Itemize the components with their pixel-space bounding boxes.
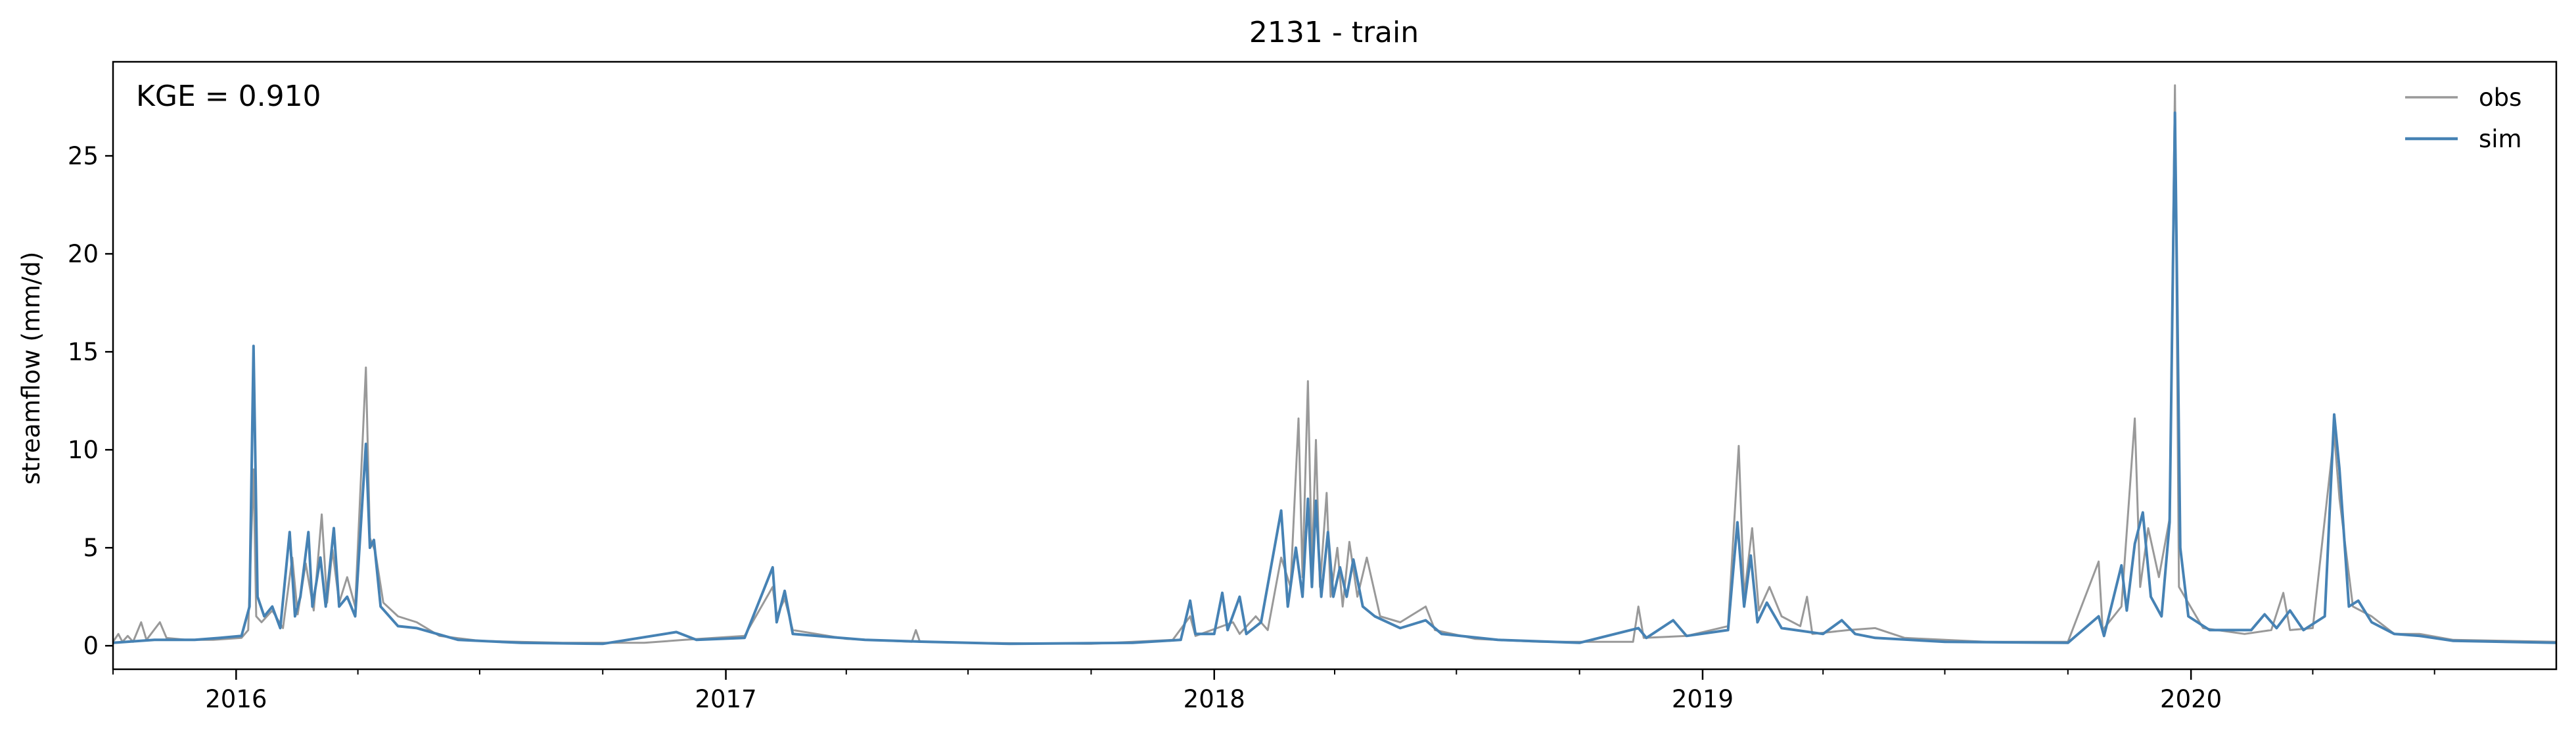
legend: obs sim: [2405, 83, 2522, 153]
y-tick-label: 10: [68, 436, 99, 464]
x-tick-label: 2020: [2160, 685, 2222, 713]
kge-annotation: KGE = 0.910: [136, 80, 321, 113]
y-axis-ticks: 0 5 10 15 20 25: [68, 142, 113, 660]
x-axis-ticks: 2016 2017 2018 2019 2020: [112, 669, 2435, 713]
x-tick-label: 2018: [1184, 685, 1245, 713]
y-axis-label: streamflow (mm/d): [17, 252, 45, 485]
series-layer: [112, 84, 2557, 646]
legend-obs-label: obs: [2479, 83, 2521, 112]
y-tick-label: 0: [83, 632, 99, 660]
y-tick-label: 5: [83, 534, 99, 562]
legend-sim-label: sim: [2479, 125, 2522, 153]
y-tick-label: 15: [68, 338, 99, 366]
x-tick-label: 2017: [695, 685, 756, 713]
series-line-obs: [112, 84, 2557, 645]
x-tick-label: 2019: [1672, 685, 1734, 713]
y-tick-label: 20: [68, 240, 99, 268]
x-tick-label: 2016: [205, 685, 267, 713]
chart-title: 2131 - train: [1249, 16, 1419, 49]
series-line-sim: [112, 111, 2557, 646]
y-tick-label: 25: [68, 142, 99, 170]
